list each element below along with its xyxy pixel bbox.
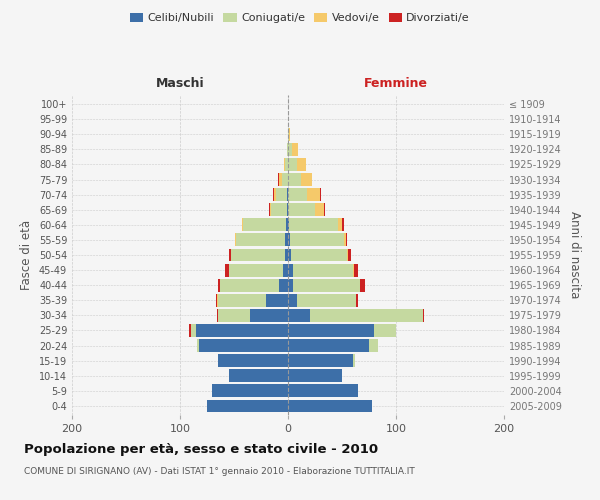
Bar — [285, 248, 288, 262]
Bar — [344, 234, 346, 246]
Bar — [369, 339, 377, 352]
Bar — [235, 234, 236, 246]
Bar — [288, 354, 353, 367]
Bar — [288, 339, 369, 352]
Bar — [288, 188, 307, 201]
Bar — [349, 248, 350, 262]
Bar — [229, 248, 231, 262]
Bar — [296, 158, 307, 171]
Bar — [278, 173, 280, 186]
Bar — [220, 279, 280, 291]
Bar — [218, 294, 266, 306]
Bar — [287, 188, 288, 201]
Bar — [288, 143, 292, 156]
Bar — [289, 218, 338, 231]
Bar — [288, 400, 372, 412]
Bar — [287, 143, 288, 156]
Y-axis label: Fasce di età: Fasce di età — [20, 220, 33, 290]
Bar — [288, 248, 291, 262]
Bar — [288, 370, 342, 382]
Bar — [226, 264, 229, 276]
Bar — [217, 309, 218, 322]
Text: Popolazione per età, sesso e stato civile - 2010: Popolazione per età, sesso e stato civil… — [24, 442, 378, 456]
Bar — [301, 173, 312, 186]
Bar — [288, 309, 310, 322]
Bar — [288, 204, 315, 216]
Bar — [218, 279, 220, 291]
Bar — [354, 264, 358, 276]
Bar — [423, 309, 424, 322]
Y-axis label: Anni di nascita: Anni di nascita — [568, 212, 581, 298]
Text: Femmine: Femmine — [364, 78, 428, 90]
Bar — [288, 218, 289, 231]
Bar — [199, 339, 288, 352]
Bar — [374, 324, 396, 337]
Bar — [293, 279, 361, 291]
Bar — [346, 234, 347, 246]
Bar — [291, 248, 347, 262]
Bar — [361, 279, 365, 291]
Bar — [288, 173, 301, 186]
Bar — [288, 264, 293, 276]
Bar — [215, 294, 217, 306]
Bar — [217, 294, 218, 306]
Bar — [218, 309, 250, 322]
Bar — [280, 279, 288, 291]
Bar — [356, 294, 358, 306]
Bar — [342, 218, 344, 231]
Bar — [296, 294, 356, 306]
Bar — [310, 309, 423, 322]
Bar — [191, 324, 196, 337]
Bar — [231, 248, 285, 262]
Bar — [315, 204, 323, 216]
Bar — [288, 128, 289, 140]
Bar — [288, 234, 290, 246]
Bar — [292, 143, 298, 156]
Text: Maschi: Maschi — [155, 78, 205, 90]
Bar — [250, 309, 288, 322]
Bar — [197, 339, 199, 352]
Bar — [338, 218, 342, 231]
Bar — [274, 188, 276, 201]
Bar — [285, 234, 288, 246]
Bar — [347, 248, 349, 262]
Bar — [288, 324, 374, 337]
Bar — [288, 294, 296, 306]
Bar — [242, 218, 286, 231]
Bar — [273, 188, 274, 201]
Bar — [188, 324, 191, 337]
Bar — [207, 400, 288, 412]
Bar — [229, 264, 283, 276]
Bar — [353, 264, 354, 276]
Legend: Celibi/Nubili, Coniugati/e, Vedovi/e, Divorziati/e: Celibi/Nubili, Coniugati/e, Vedovi/e, Di… — [125, 8, 475, 28]
Bar — [269, 204, 271, 216]
Bar — [285, 158, 288, 171]
Bar — [236, 234, 285, 246]
Bar — [276, 188, 287, 201]
Bar — [218, 354, 288, 367]
Bar — [307, 188, 320, 201]
Bar — [266, 294, 288, 306]
Bar — [323, 204, 325, 216]
Bar — [212, 384, 288, 398]
Bar — [290, 234, 344, 246]
Bar — [283, 264, 288, 276]
Bar — [289, 128, 290, 140]
Bar — [280, 173, 281, 186]
Bar — [320, 188, 322, 201]
Bar — [288, 384, 358, 398]
Bar — [229, 370, 288, 382]
Bar — [287, 204, 288, 216]
Bar — [286, 218, 288, 231]
Bar — [353, 354, 355, 367]
Bar — [293, 264, 353, 276]
Bar — [196, 324, 288, 337]
Bar — [288, 158, 296, 171]
Bar — [271, 204, 287, 216]
Bar — [288, 279, 293, 291]
Bar — [281, 173, 288, 186]
Bar — [284, 158, 285, 171]
Text: COMUNE DI SIRIGNANO (AV) - Dati ISTAT 1° gennaio 2010 - Elaborazione TUTTITALIA.: COMUNE DI SIRIGNANO (AV) - Dati ISTAT 1°… — [24, 468, 415, 476]
